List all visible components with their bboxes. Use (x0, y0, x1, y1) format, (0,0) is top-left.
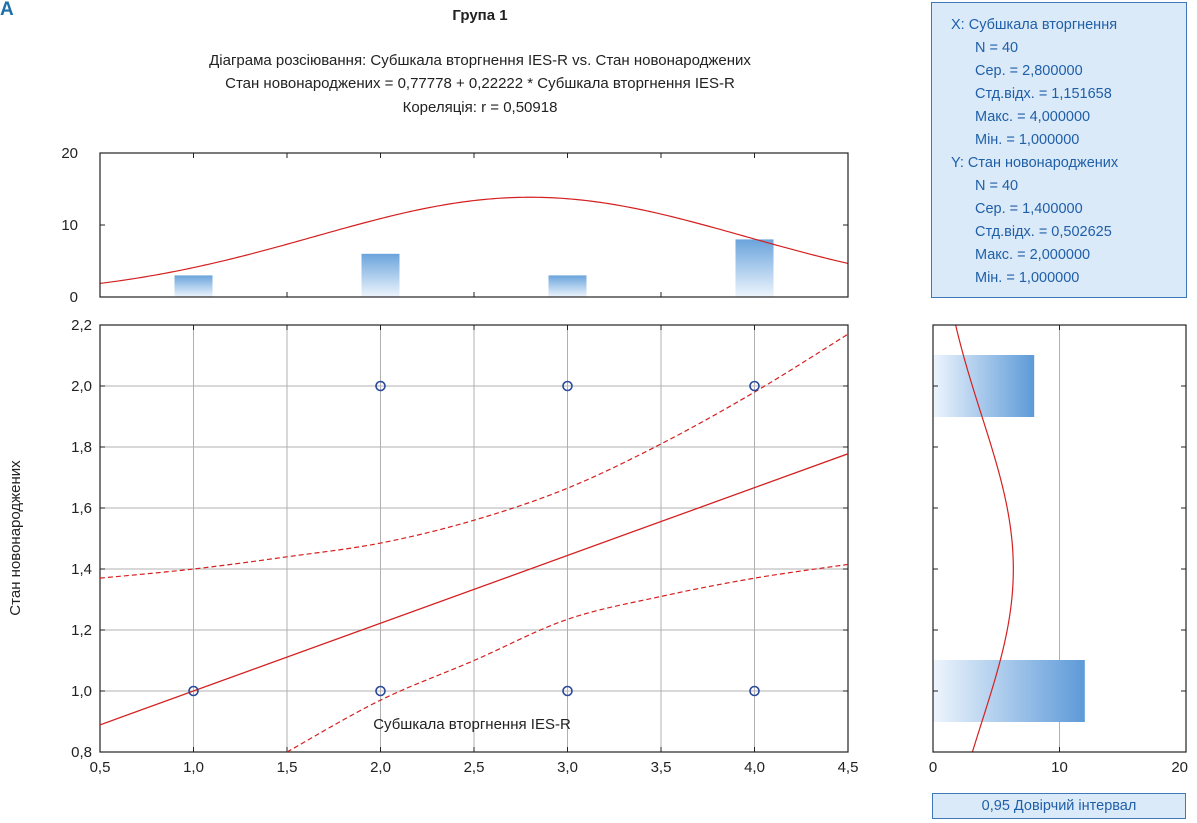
y-stats-n: N = 40 (975, 178, 1019, 194)
y-stats-header: Y: Стан новонароджених (951, 155, 1119, 171)
top-histogram-bar (174, 275, 213, 297)
x-tick-label: 3,5 (651, 759, 672, 776)
y-tick-label: 1,6 (71, 500, 92, 517)
y-stats-max: Макс. = 2,000000 (975, 247, 1091, 263)
right-x-tick-label: 0 (929, 759, 937, 776)
top-histogram-panel: 0 10 20 (61, 145, 849, 306)
data-point (749, 685, 760, 697)
chart-subtitle-1: Діаграма розсіювання: Субшкала вторгненн… (209, 52, 751, 69)
x-stats-mean: Сер. = 2,800000 (975, 63, 1083, 79)
x-tick-label: 4,5 (838, 759, 859, 776)
top-normal-curve (99, 196, 849, 285)
right-histogram-bar (933, 355, 1035, 417)
x-tick-label: 2,0 (370, 759, 391, 776)
x-tick-label: 2,5 (464, 759, 485, 776)
regression-equation: Стан новонароджених = 0,77778 + 0,22222 … (225, 75, 735, 92)
y-tick-label: 1,8 (71, 439, 92, 456)
top-histogram-bar (548, 275, 587, 297)
data-point (375, 685, 386, 697)
x-stats-max: Макс. = 4,000000 (975, 109, 1091, 125)
x-stats-header: X: Субшкала вторгнення (951, 17, 1118, 33)
right-histogram-frame (932, 324, 1187, 753)
scatter-frame (99, 324, 849, 753)
x-tick-label: 3,0 (557, 759, 578, 776)
x-stats-n: N = 40 (975, 40, 1019, 56)
data-point (188, 685, 199, 697)
y-stats-mean: Сер. = 1,400000 (975, 201, 1083, 217)
data-point (749, 380, 760, 392)
x-tick-label: 4,0 (744, 759, 765, 776)
y-tick-label: 1,2 (71, 622, 92, 639)
right-x-tick-label: 20 (1171, 759, 1188, 776)
x-tick-label: 1,5 (277, 759, 298, 776)
panel-label: A (0, 0, 20, 20)
data-point (375, 380, 386, 392)
x-axis-label: Субшкала вторгнення IES-R (373, 716, 571, 733)
top-histogram-frame (99, 152, 849, 298)
right-normal-curve (955, 324, 1014, 753)
data-point (562, 685, 573, 697)
top-y-tick-label: 20 (61, 145, 78, 162)
regression-line (100, 453, 848, 726)
scatter-panel: 0,5 1,0 1,5 2,0 2,5 3,0 3,5 4,0 4,5 0,8 1,0 1,2 1,4 1… (71, 317, 858, 776)
y-axis-label: Стан новонароджених (7, 460, 24, 616)
statistics-legend-box: X: Субшкала вторгнення N = 40 Сер. = 2,8… (931, 2, 1187, 298)
correlation-label: Кореляція: r = 0,50918 (402, 99, 558, 116)
group-title: Група 1 (452, 7, 508, 24)
data-point (562, 380, 573, 392)
ci-lower-line (286, 563, 848, 752)
x-stats-sd: Стд.відх. = 1,151658 (975, 86, 1112, 102)
top-y-tick-label: 10 (61, 217, 78, 234)
y-tick-label: 2,0 (71, 378, 92, 395)
y-tick-label: 1,4 (71, 561, 92, 578)
y-tick-label: 2,2 (71, 317, 92, 334)
top-y-tick-label: 0 (70, 289, 78, 306)
confidence-interval-legend: 0,95 Довірчий інтервал (932, 793, 1186, 819)
y-tick-label: 0,8 (71, 744, 92, 761)
right-x-tick-label: 10 (1051, 759, 1068, 776)
top-histogram-bar (735, 239, 774, 297)
x-tick-label: 1,0 (183, 759, 204, 776)
top-histogram-bar (361, 253, 400, 297)
y-tick-label: 1,0 (71, 683, 92, 700)
right-histogram-panel: 0 10 20 (929, 324, 1188, 776)
x-tick-label: 0,5 (90, 759, 111, 776)
y-stats-sd: Стд.відх. = 0,502625 (975, 224, 1112, 240)
right-histogram-bar (933, 660, 1085, 722)
x-stats-min: Мін. = 1,000000 (975, 132, 1080, 148)
y-stats-min: Мін. = 1,000000 (975, 270, 1080, 286)
